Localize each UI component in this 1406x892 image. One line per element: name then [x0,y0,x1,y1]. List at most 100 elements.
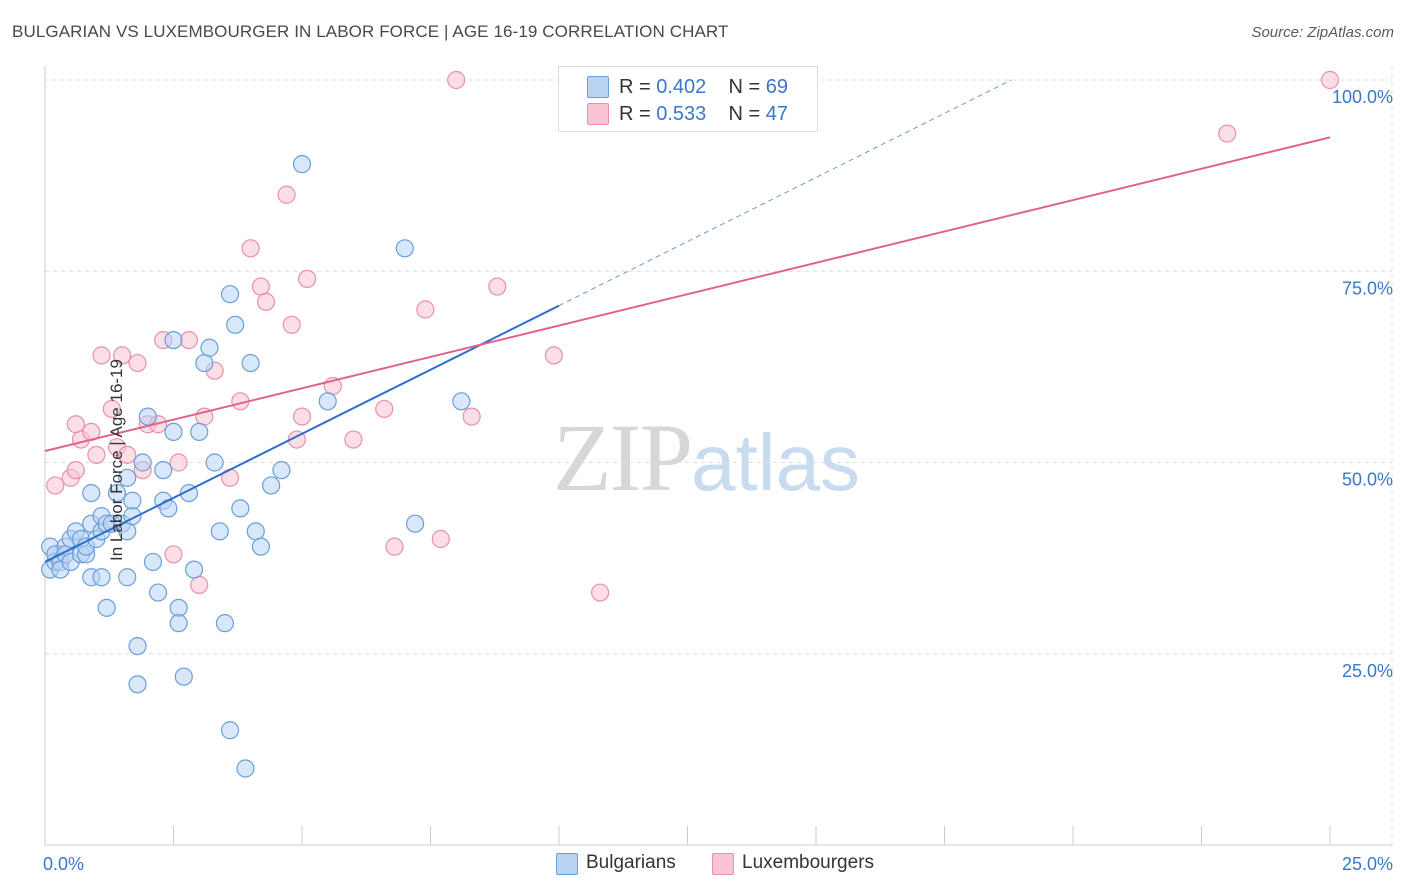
data-point [256,292,276,311]
n-label: N = [728,103,761,125]
data-point [133,453,152,472]
data-point [148,583,168,602]
bulgarians-swatch [587,76,609,98]
data-point [82,484,101,503]
data-point [190,575,209,595]
data-point [447,70,466,90]
y-tick-label: 50.0% [1342,470,1393,490]
luxembourgers-points [46,70,1340,602]
x-tick-label: 0.0% [43,854,84,874]
data-point [292,155,312,174]
data-point [87,445,106,464]
bulgarians-swatch [556,853,578,875]
data-point [195,353,214,373]
data-point [128,353,147,373]
data-point [112,346,132,365]
data-point [200,338,219,357]
data-point [251,537,270,556]
data-point [344,430,363,449]
data-point [488,277,507,296]
tick-labels: 25.0% 50.0% 75.0% 100.0% 0.0% 25.0% [43,87,1393,874]
data-point [395,239,414,258]
y-tick-label: 25.0% [1342,661,1393,681]
data-point [92,346,111,365]
data-point [416,300,435,319]
data-point [241,353,260,373]
y-tick-label: 75.0% [1342,278,1393,298]
data-point [102,399,121,419]
y-tick-label: 100.0% [1332,87,1393,107]
data-point [92,568,111,587]
data-point [66,461,85,480]
data-point [179,331,199,350]
watermark-zip: ZIP [553,404,693,511]
legend-label: Luxembourgers [742,852,875,873]
data-point [118,445,137,464]
data-point [1320,70,1340,90]
data-point [128,636,147,656]
data-point [220,721,240,740]
data-point [292,407,312,426]
y-axis-title: In Labor Force | Age 16-19 [106,359,126,561]
data-point [272,461,291,480]
data-point [282,315,301,334]
data-point [164,422,183,441]
bulgarians-trend-line [44,304,560,563]
data-point [164,545,183,564]
data-point [169,598,188,617]
r-label: R = [619,103,651,125]
data-point [544,346,563,365]
data-point [66,415,85,434]
data-point [231,499,250,518]
data-point [375,399,394,419]
luxembourgers-swatch [712,853,734,875]
data-point [262,476,281,495]
stats-legend: R = 0.402 N = 69 R = 0.533 N = 47 [558,66,818,132]
data-point [118,568,137,587]
data-point [174,667,193,686]
data-point [318,392,337,411]
data-point [154,461,173,480]
data-point [118,468,137,487]
bulgarians-trend-extension [558,79,1012,307]
axes [44,66,1392,846]
data-point [107,484,127,503]
grid-lines [45,66,1393,845]
data-point [241,239,260,258]
data-point [298,269,317,288]
bulgarians-points [41,155,471,778]
data-point [215,614,234,633]
data-point [220,285,240,304]
data-point [169,453,188,472]
data-point [184,560,204,579]
data-point [277,185,296,204]
data-point [462,407,481,426]
data-point [591,583,610,602]
data-point [246,522,265,541]
data-point [190,422,209,441]
r-label: R = [619,76,651,98]
data-point [1218,124,1237,143]
n-value: 47 [765,103,789,125]
data-point [205,453,224,472]
data-point [46,476,65,495]
data-point [210,522,229,541]
data-point [431,529,450,549]
source-label: Source: ZipAtlas.com [1251,24,1394,41]
data-point [452,392,471,411]
data-point [164,331,183,350]
legend-label: Bulgarians [586,852,676,873]
data-point [236,759,255,778]
data-point [138,407,157,426]
data-point [169,614,188,633]
r-value: 0.533 [656,103,707,125]
x-tick-label: 25.0% [1342,854,1393,874]
n-value: 69 [765,76,789,98]
chart-title: BULGARIAN VS LUXEMBOURGER IN LABOR FORCE… [12,22,729,41]
data-point [385,537,404,556]
data-point [405,514,425,533]
trend-lines [44,79,1331,563]
data-point [226,315,245,334]
data-point [128,675,147,694]
